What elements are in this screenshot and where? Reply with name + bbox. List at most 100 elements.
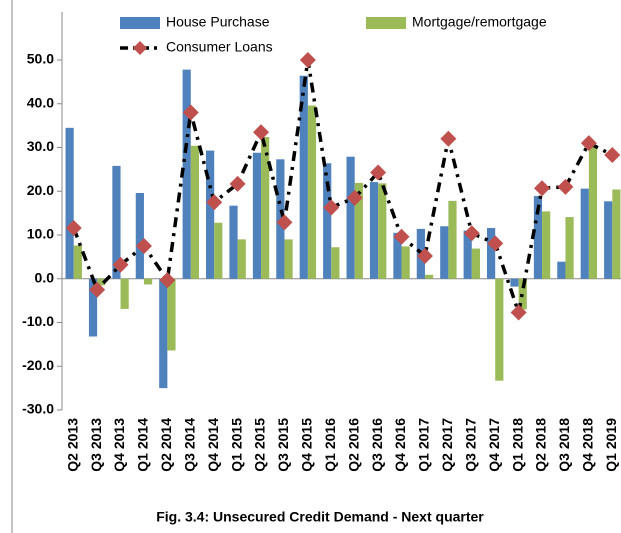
marker bbox=[276, 214, 293, 231]
x-tick-label: Q1 2017 bbox=[416, 418, 432, 472]
marker bbox=[89, 281, 106, 298]
marker bbox=[557, 178, 574, 195]
x-tick-label: Q2 2013 bbox=[64, 418, 80, 472]
y-tick-label: -20.0 bbox=[22, 357, 54, 373]
marker bbox=[65, 220, 82, 236]
x-tick-label: Q2 2014 bbox=[158, 418, 174, 472]
bar bbox=[261, 137, 270, 279]
chart-title: Fig. 3.4: Unsecured Credit Demand - Next… bbox=[156, 509, 484, 525]
x-tick-label: Q2 2015 bbox=[252, 418, 268, 472]
bar bbox=[424, 274, 434, 279]
bar bbox=[97, 278, 106, 286]
bar bbox=[612, 189, 621, 279]
legend-swatch bbox=[366, 17, 406, 29]
x-tick-label: Q3 2017 bbox=[462, 418, 478, 472]
bar bbox=[167, 278, 176, 351]
x-tick-label: Q4 2017 bbox=[486, 418, 502, 472]
x-tick-label: Q4 2014 bbox=[205, 418, 221, 472]
x-tick-label: Q4 2018 bbox=[580, 418, 596, 472]
legend-swatch bbox=[120, 17, 160, 29]
x-tick-label: Q1 2014 bbox=[135, 418, 151, 472]
bar bbox=[331, 247, 340, 279]
x-tick-label: Q1 2016 bbox=[322, 418, 338, 472]
marker bbox=[159, 272, 176, 289]
legend-label: Consumer Loans bbox=[166, 39, 273, 55]
x-tick-label: Q3 2016 bbox=[369, 418, 385, 472]
x-tick-label: Q1 2015 bbox=[228, 418, 244, 472]
bar bbox=[88, 278, 98, 337]
bar bbox=[510, 278, 519, 287]
bar bbox=[190, 145, 199, 279]
bar bbox=[378, 183, 387, 279]
y-tick-label: 50.0 bbox=[27, 51, 54, 67]
bar bbox=[533, 196, 543, 279]
marker bbox=[487, 235, 504, 252]
bar bbox=[135, 193, 144, 279]
legend-marker bbox=[133, 41, 147, 55]
bar bbox=[229, 205, 238, 279]
marker bbox=[370, 164, 387, 181]
y-tick-label: 20.0 bbox=[27, 182, 54, 198]
bar bbox=[65, 127, 74, 279]
legend-label: House Purchase bbox=[166, 14, 270, 30]
bar bbox=[588, 144, 598, 279]
y-tick-label: 30.0 bbox=[27, 138, 54, 154]
bar bbox=[448, 200, 457, 279]
marker bbox=[580, 135, 597, 152]
x-tick-label: Q3 2014 bbox=[181, 418, 197, 472]
x-tick-label: Q2 2016 bbox=[345, 418, 361, 472]
bar bbox=[354, 182, 363, 279]
bar bbox=[120, 278, 129, 309]
x-tick-label: Q4 2015 bbox=[299, 418, 315, 472]
bar bbox=[565, 217, 574, 279]
legend-label: Mortgage/remortgage bbox=[412, 14, 547, 30]
bar bbox=[487, 228, 496, 279]
bar bbox=[580, 188, 589, 279]
bar bbox=[307, 105, 317, 279]
bar bbox=[471, 248, 480, 279]
bar bbox=[393, 232, 402, 279]
bar bbox=[299, 75, 308, 279]
marker bbox=[112, 256, 129, 273]
marker bbox=[463, 225, 480, 242]
bar bbox=[518, 278, 527, 310]
bar bbox=[159, 278, 168, 389]
x-tick-label: Q3 2018 bbox=[556, 418, 572, 472]
marker bbox=[510, 304, 527, 321]
x-tick-label: Q1 2018 bbox=[509, 418, 525, 472]
bar bbox=[369, 182, 379, 279]
marker bbox=[534, 180, 551, 197]
x-tick-label: Q4 2016 bbox=[392, 418, 408, 472]
marker bbox=[206, 194, 223, 211]
line bbox=[72, 59, 614, 320]
y-tick-label: -30.0 bbox=[22, 401, 54, 417]
bar bbox=[604, 201, 613, 279]
marker bbox=[182, 104, 199, 121]
marker bbox=[416, 248, 433, 264]
bar bbox=[252, 152, 262, 279]
bar bbox=[112, 165, 121, 279]
marker bbox=[135, 237, 152, 254]
y-tick-label: 0.0 bbox=[35, 269, 55, 285]
bar bbox=[237, 239, 246, 279]
bar bbox=[73, 245, 82, 279]
bar bbox=[214, 222, 223, 279]
bar bbox=[182, 69, 191, 279]
x-tick-label: Q1 2019 bbox=[603, 418, 619, 472]
bar bbox=[463, 230, 472, 279]
x-tick-label: Q2 2017 bbox=[439, 418, 455, 472]
x-tick-label: Q3 2015 bbox=[275, 418, 291, 472]
marker bbox=[253, 124, 270, 141]
bar bbox=[401, 246, 410, 279]
bar bbox=[557, 261, 566, 279]
marker bbox=[440, 130, 457, 147]
bar bbox=[542, 211, 551, 279]
y-tick-label: -10.0 bbox=[22, 313, 54, 329]
x-tick-label: Q4 2013 bbox=[111, 418, 127, 472]
bar bbox=[206, 150, 215, 279]
bar bbox=[284, 239, 293, 279]
marker bbox=[346, 189, 363, 206]
bar bbox=[346, 156, 355, 279]
marker bbox=[229, 175, 246, 192]
